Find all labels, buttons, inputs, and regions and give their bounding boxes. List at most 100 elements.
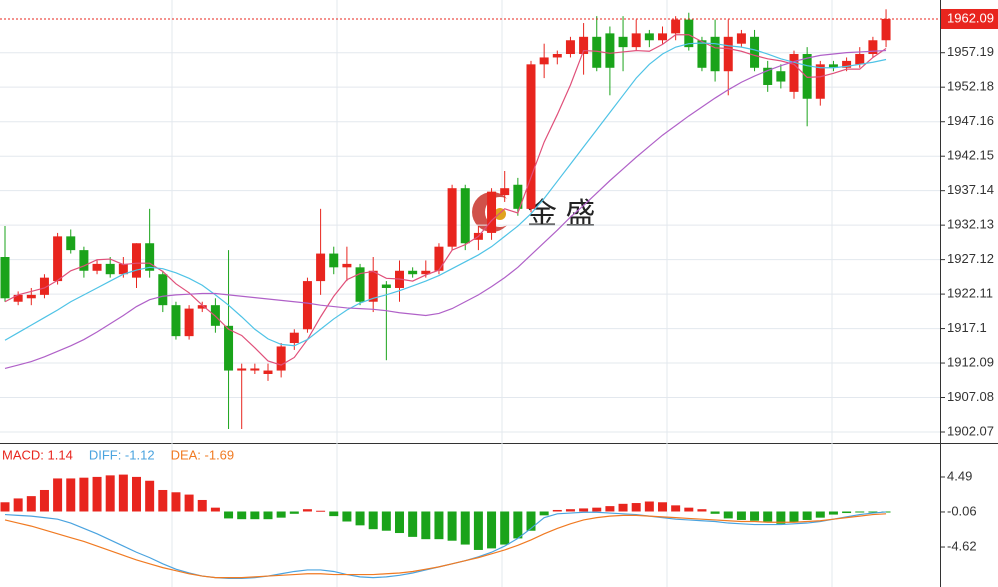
legend-entry: MACD: 1.14 [2,447,73,462]
macd-bar [447,511,457,541]
candle-body [197,305,207,309]
macd-bar [92,476,102,512]
y-tick-label: -4.62 [947,538,977,553]
y-tick-label: 1902.07 [947,423,994,438]
candle-body [105,263,115,275]
macd-bar [565,509,575,512]
candle-body [789,54,799,92]
macd-bar [763,511,773,522]
macd-bar [276,511,286,518]
candle-body [368,270,378,302]
macd-bar [0,502,10,512]
macd-bar [26,496,36,512]
macd-bar [210,507,220,512]
candle-body [684,19,694,48]
macd-bar [66,478,76,512]
candle-body [644,33,654,41]
macd-bar [710,511,720,514]
candle-body [0,257,10,299]
candle-body [855,54,865,65]
macd-bar [158,489,168,512]
macd-bar [539,511,549,516]
macd-bar [355,511,365,526]
macd-bar [368,511,378,530]
y-tick-label: -0.06 [947,503,977,518]
macd-bar [460,511,470,545]
macd-bar [500,511,510,545]
candle-body [828,64,838,68]
macd-bar [342,511,352,522]
ma-line [4,49,887,370]
candle-body [763,67,773,85]
macd-bar [697,509,707,512]
candle-body [13,294,23,302]
candle-body [171,305,181,337]
macd-bar [644,501,654,512]
macd-bar [736,511,746,520]
y-tick-label: 1942.15 [947,148,994,163]
y-tick-label: 1912.09 [947,354,994,369]
last-price-label: 1962.09 [947,10,994,25]
macd-bar [789,511,799,523]
macd-bar [132,476,141,512]
last-price-box [941,8,998,29]
candle-body [842,60,852,68]
macd-bar [13,498,23,512]
candle-body [250,368,260,371]
candle-body [434,246,444,271]
legend-entry: DEA: -1.69 [171,447,235,462]
macd-line [4,513,887,579]
y-tick-label: 1957.19 [947,44,994,59]
macd-bar [184,494,194,512]
legend-entry: DIFF: -1.12 [89,447,155,462]
candle-body [342,263,352,268]
candle-body [697,40,707,68]
y-tick-label: 1937.14 [947,182,994,197]
candle-body [539,57,549,65]
candle-body [132,243,141,278]
macd-bar [434,511,444,540]
candle-body [79,250,89,271]
candle-body [802,54,812,99]
macd-bar [105,475,115,512]
candle-body [224,325,234,371]
candle-body [92,263,102,271]
macd-bar [197,499,207,512]
macd-bar [487,511,497,549]
candle-body [526,64,536,209]
macd-bar [868,511,878,513]
candle-body [145,243,155,271]
candle-body [736,33,746,44]
macd-bar [684,507,694,512]
macd-bar [815,511,825,518]
candle-body [184,308,194,337]
y-tick-label: 1927.12 [947,251,994,266]
macd-bar [395,511,404,534]
macd-bar [552,509,562,512]
candle-body [710,36,720,72]
candle-body [289,332,299,344]
candle-body [631,33,641,48]
candle-body [421,270,431,275]
candle-body [487,191,497,233]
candle-body [658,33,667,41]
candle-body [881,18,891,41]
macd-bar [842,511,852,514]
macd-bar [118,474,128,512]
macd-bar [250,511,260,520]
macd-bar [53,478,63,512]
candle-body [447,188,457,247]
candle-body [263,370,273,374]
candle-body [118,263,128,275]
ma-line [4,34,887,366]
macd-bar [526,511,536,531]
macd-bar [592,507,602,512]
candle-body [868,40,878,55]
y-tick-label: 1907.08 [947,389,994,404]
macd-bar [513,511,523,539]
candle-body [513,184,523,209]
ma-line [4,42,887,347]
y-tick-label: 4.49 [947,468,972,483]
macd-bar [723,511,733,519]
